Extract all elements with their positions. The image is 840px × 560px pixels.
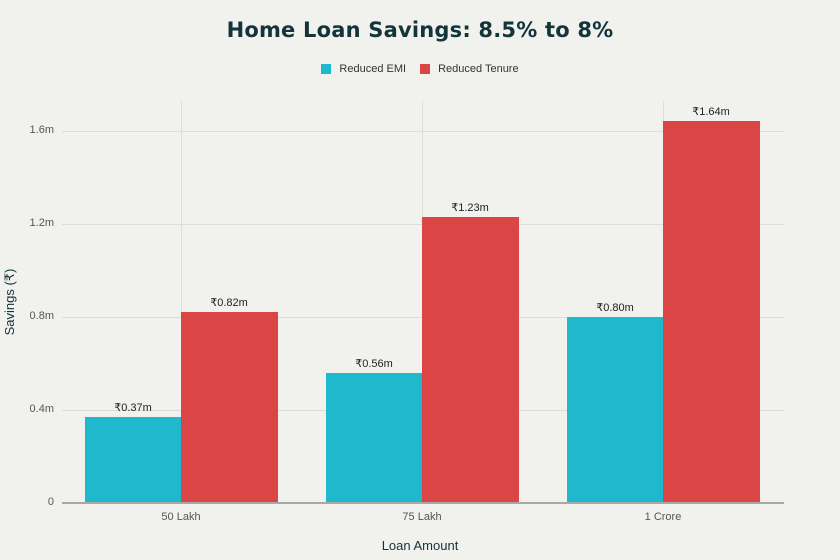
bar-value-label: ₹0.56m xyxy=(355,358,393,370)
x-tick: 1 Crore xyxy=(644,511,682,523)
bar-reduced-emi-50-lakh[interactable] xyxy=(85,417,181,503)
chart-title: Home Loan Savings: 8.5% to 8% xyxy=(226,18,614,42)
legend-swatch-emi xyxy=(321,64,332,74)
x-axis-label: Loan Amount xyxy=(381,538,459,553)
y-tick: 1.2m xyxy=(29,217,54,229)
bar-value-label: ₹0.80m xyxy=(596,302,634,314)
y-tick: 1.6m xyxy=(29,124,54,136)
x-tick: 75 Lakh xyxy=(402,511,442,523)
legend-item-reduced-tenure[interactable]: Reduced Tenure xyxy=(420,63,519,75)
gridline xyxy=(62,131,784,132)
bar-reduced-tenure-1-crore[interactable] xyxy=(663,121,760,503)
bar-reduced-emi-75-lakh[interactable] xyxy=(326,373,422,503)
y-tick: 0.4m xyxy=(29,403,54,415)
legend: Reduced EMI Reduced Tenure xyxy=(0,63,840,75)
bar-value-label: ₹0.82m xyxy=(210,297,248,309)
legend-item-reduced-emi[interactable]: Reduced EMI xyxy=(321,63,406,75)
bar-reduced-emi-1-crore[interactable] xyxy=(567,317,663,503)
gridline xyxy=(181,101,182,503)
y-tick: 0.8m xyxy=(29,310,54,322)
bar-value-label: ₹1.23m xyxy=(451,202,489,214)
x-tick: 50 Lakh xyxy=(161,511,201,523)
bar-reduced-tenure-50-lakh[interactable] xyxy=(181,312,278,503)
legend-label: Reduced EMI xyxy=(339,63,407,75)
legend-swatch-tenure xyxy=(420,64,431,74)
bar-reduced-tenure-75-lakh[interactable] xyxy=(422,217,519,503)
bar-value-label: ₹1.64m xyxy=(692,106,730,118)
x-axis-line xyxy=(62,502,784,504)
y-tick: 0 xyxy=(47,496,54,508)
bar-value-label: ₹0.37m xyxy=(114,402,152,414)
y-axis-label: Savings (₹) xyxy=(2,268,17,336)
legend-label: Reduced Tenure xyxy=(438,63,519,75)
plot-area: ₹0.37m ₹0.82m ₹0.56m ₹1.23m ₹0.80m ₹1.64… xyxy=(62,101,784,504)
